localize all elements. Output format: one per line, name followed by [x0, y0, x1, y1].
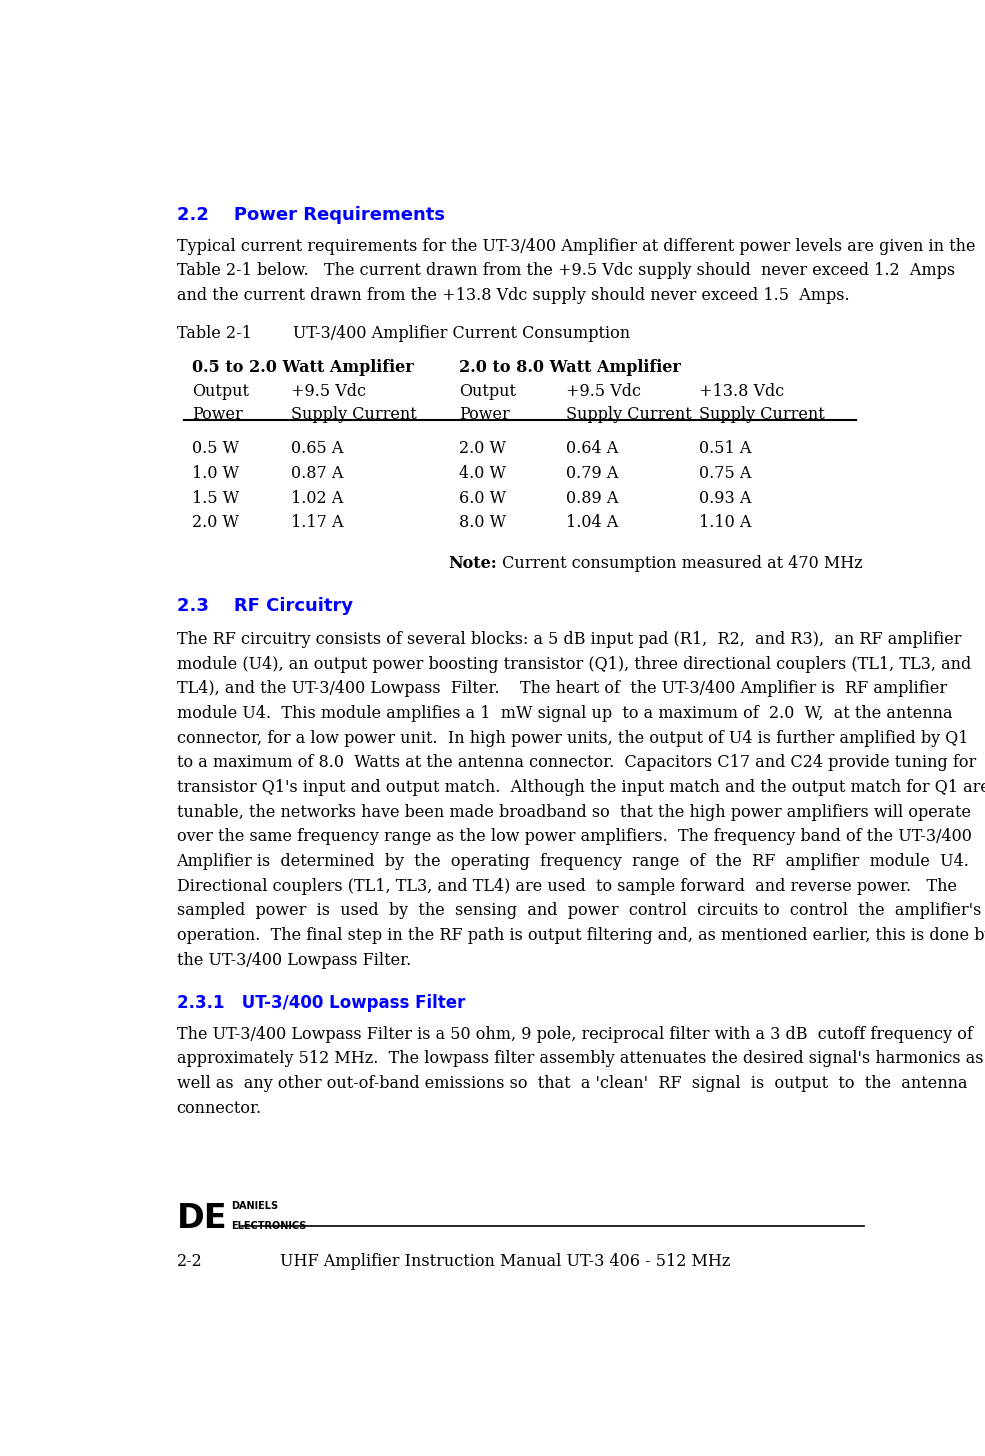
- Text: 0.65 A: 0.65 A: [292, 440, 344, 457]
- Text: Note:: Note:: [448, 555, 497, 572]
- Text: 0.89 A: 0.89 A: [566, 489, 619, 507]
- Text: Power: Power: [192, 406, 242, 422]
- Text: Table 2-1        UT-3/400 Amplifier Current Consumption: Table 2-1 UT-3/400 Amplifier Current Con…: [176, 325, 629, 342]
- Text: 2.0 to 8.0 Watt Amplifier: 2.0 to 8.0 Watt Amplifier: [459, 358, 681, 376]
- Text: 2-2: 2-2: [176, 1254, 202, 1270]
- Text: TL4), and the UT-3/400 Lowpass  Filter.    The heart of  the UT-3/400 Amplifier : TL4), and the UT-3/400 Lowpass Filter. T…: [176, 680, 947, 697]
- Text: transistor Q1's input and output match.  Although the input match and the output: transistor Q1's input and output match. …: [176, 779, 985, 796]
- Text: 0.79 A: 0.79 A: [566, 464, 619, 482]
- Text: 0.5 to 2.0 Watt Amplifier: 0.5 to 2.0 Watt Amplifier: [192, 358, 414, 376]
- Text: The RF circuitry consists of several blocks: a 5 dB input pad (R1,  R2,  and R3): The RF circuitry consists of several blo…: [176, 630, 961, 648]
- Text: 1.17 A: 1.17 A: [292, 514, 344, 531]
- Text: over the same frequency range as the low power amplifiers.  The frequency band o: over the same frequency range as the low…: [176, 828, 971, 846]
- Text: The UT-3/400 Lowpass Filter is a 50 ohm, 9 pole, reciprocal filter with a 3 dB  : The UT-3/400 Lowpass Filter is a 50 ohm,…: [176, 1025, 972, 1042]
- Text: the UT-3/400 Lowpass Filter.: the UT-3/400 Lowpass Filter.: [176, 952, 411, 968]
- Text: 0.75 A: 0.75 A: [699, 464, 752, 482]
- Text: ELECTRONICS: ELECTRONICS: [231, 1220, 307, 1230]
- Text: Supply Current: Supply Current: [699, 406, 825, 422]
- Text: Directional couplers (TL1, TL3, and TL4) are used  to sample forward  and revers: Directional couplers (TL1, TL3, and TL4)…: [176, 878, 956, 894]
- Text: 4.0 W: 4.0 W: [459, 464, 506, 482]
- Text: 1.02 A: 1.02 A: [292, 489, 344, 507]
- Text: 1.04 A: 1.04 A: [566, 514, 619, 531]
- Text: tunable, the networks have been made broadband so  that the high power amplifier: tunable, the networks have been made bro…: [176, 804, 970, 821]
- Text: connector.: connector.: [176, 1099, 262, 1117]
- Text: 0.93 A: 0.93 A: [699, 489, 752, 507]
- Text: Typical current requirements for the UT-3/400 Amplifier at different power level: Typical current requirements for the UT-…: [176, 237, 975, 255]
- Text: 0.5 W: 0.5 W: [192, 440, 239, 457]
- Text: 1.0 W: 1.0 W: [192, 464, 239, 482]
- Text: 2.3.1   UT-3/400 Lowpass Filter: 2.3.1 UT-3/400 Lowpass Filter: [176, 994, 465, 1012]
- Text: 1.10 A: 1.10 A: [699, 514, 752, 531]
- Text: connector, for a low power unit.  In high power units, the output of U4 is furth: connector, for a low power unit. In high…: [176, 729, 968, 747]
- Text: 1.5 W: 1.5 W: [192, 489, 239, 507]
- Text: Supply Current: Supply Current: [292, 406, 417, 422]
- Text: well as  any other out-of-band emissions so  that  a 'clean'  RF  signal  is  ou: well as any other out-of-band emissions …: [176, 1075, 967, 1092]
- Text: +9.5 Vdc: +9.5 Vdc: [566, 383, 641, 400]
- Text: DANIELS: DANIELS: [231, 1201, 279, 1210]
- Text: Amplifier is  determined  by  the  operating  frequency  range  of  the  RF  amp: Amplifier is determined by the operating…: [176, 853, 969, 871]
- Text: 0.64 A: 0.64 A: [566, 440, 619, 457]
- Text: Table 2-1 below.   The current drawn from the +9.5 Vdc supply should  never exce: Table 2-1 below. The current drawn from …: [176, 262, 954, 280]
- Text: 0.87 A: 0.87 A: [292, 464, 344, 482]
- Text: Supply Current: Supply Current: [566, 406, 691, 422]
- Text: module U4.  This module amplifies a 1  mW signal up  to a maximum of  2.0  W,  a: module U4. This module amplifies a 1 mW …: [176, 705, 952, 722]
- Text: DE: DE: [176, 1201, 228, 1235]
- Text: 2.0 W: 2.0 W: [192, 514, 238, 531]
- Text: UHF Amplifier Instruction Manual UT-3 406 - 512 MHz: UHF Amplifier Instruction Manual UT-3 40…: [280, 1254, 730, 1270]
- Text: +13.8 Vdc: +13.8 Vdc: [699, 383, 785, 400]
- Text: module (U4), an output power boosting transistor (Q1), three directional coupler: module (U4), an output power boosting tr…: [176, 655, 971, 673]
- Text: 2.0 W: 2.0 W: [459, 440, 506, 457]
- Text: 0.51 A: 0.51 A: [699, 440, 752, 457]
- Text: +9.5 Vdc: +9.5 Vdc: [292, 383, 366, 400]
- Text: approximately 512 MHz.  The lowpass filter assembly attenuates the desired signa: approximately 512 MHz. The lowpass filte…: [176, 1050, 983, 1067]
- Text: operation.  The final step in the RF path is output filtering and, as mentioned : operation. The final step in the RF path…: [176, 927, 985, 943]
- Text: Current consumption measured at 470 MHz: Current consumption measured at 470 MHz: [497, 555, 863, 572]
- Text: 6.0 W: 6.0 W: [459, 489, 506, 507]
- Text: Output: Output: [192, 383, 249, 400]
- Text: 2.3    RF Circuitry: 2.3 RF Circuitry: [176, 597, 353, 616]
- Text: and the current drawn from the +13.8 Vdc supply should never exceed 1.5  Amps.: and the current drawn from the +13.8 Vdc…: [176, 287, 849, 304]
- Text: 8.0 W: 8.0 W: [459, 514, 506, 531]
- Text: Power: Power: [459, 406, 510, 422]
- Text: 2.2    Power Requirements: 2.2 Power Requirements: [176, 207, 444, 224]
- Text: sampled  power  is  used  by  the  sensing  and  power  control  circuits to  co: sampled power is used by the sensing and…: [176, 903, 981, 919]
- Text: to a maximum of 8.0  Watts at the antenna connector.  Capacitors C17 and C24 pro: to a maximum of 8.0 Watts at the antenna…: [176, 754, 976, 772]
- Text: Output: Output: [459, 383, 516, 400]
